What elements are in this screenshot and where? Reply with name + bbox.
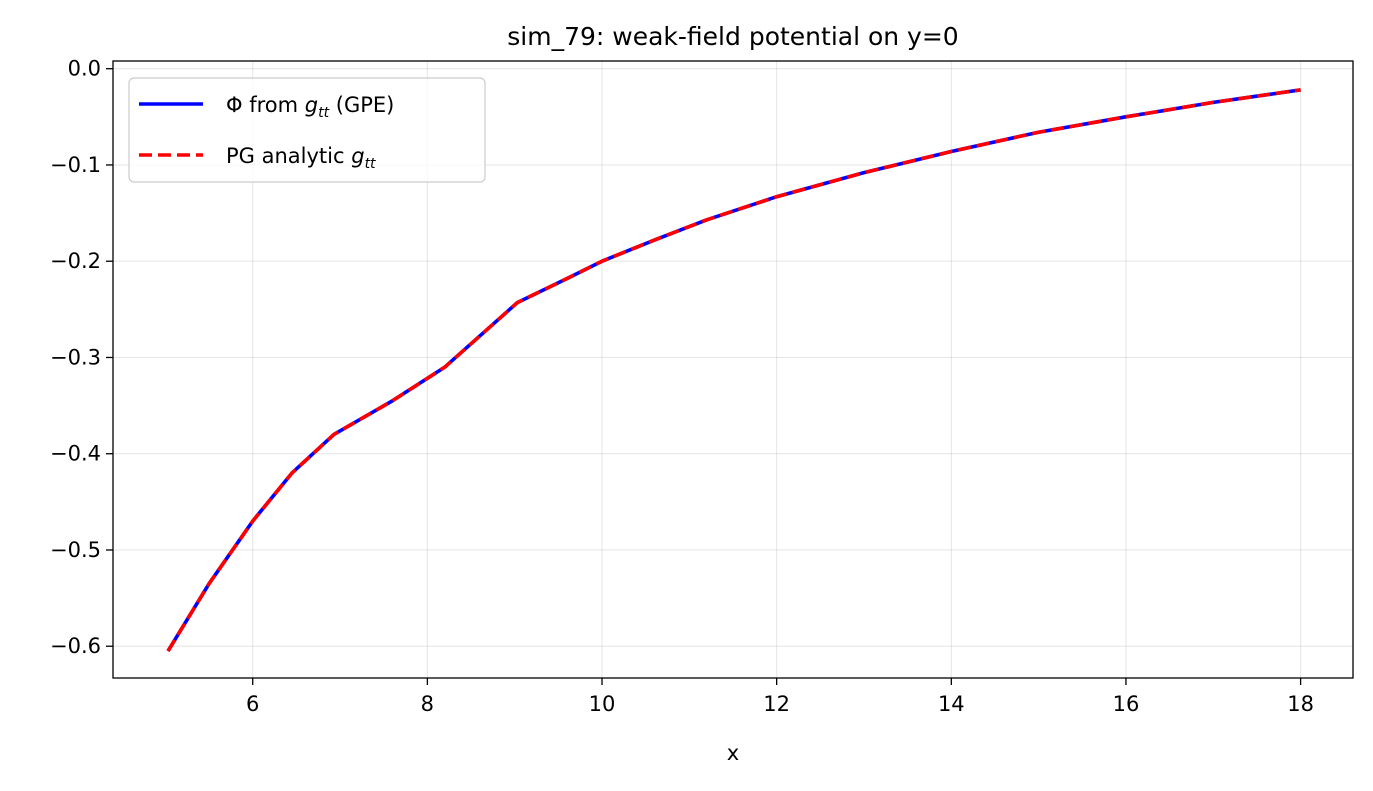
x-tick-label: 10 — [589, 692, 616, 716]
y-tick-label: −0.2 — [50, 249, 101, 273]
legend: Φ from gtt (GPE)PG analytic gtt — [128, 77, 486, 183]
x-tick-label: 14 — [938, 692, 965, 716]
legend-label-subscript: tt — [318, 105, 329, 121]
x-tick-label: 16 — [1113, 692, 1140, 716]
y-tick-label: −0.6 — [50, 634, 101, 658]
plot-frame — [112, 60, 1354, 679]
legend-label-symbol: g — [305, 93, 318, 117]
x-tick-label: 6 — [246, 692, 259, 716]
tick-layer: 6 8 10 12 14 16 18 0.0 −0.1 −0.2 −0.3 −0.4 −0.5 −0.6 — [50, 57, 1314, 716]
y-tick-label: −0.3 — [50, 345, 101, 369]
legend-label-0: Φ from gtt (GPE) — [226, 93, 394, 121]
legend-label-suffix: (GPE) — [329, 93, 394, 117]
legend-label-text: Φ from — [226, 93, 305, 117]
y-tick-label: −0.5 — [50, 538, 101, 562]
y-tick-label: −0.1 — [50, 153, 101, 177]
legend-label-symbol: g — [351, 144, 364, 168]
y-tick-label: 0.0 — [68, 57, 101, 81]
series-line-1 — [166, 88, 1301, 652]
legend-label-text: PG analytic — [226, 144, 351, 168]
x-tick-label: 8 — [421, 692, 434, 716]
x-axis-label: x — [727, 741, 739, 765]
legend-box — [128, 77, 486, 183]
x-tick-label: 18 — [1287, 692, 1314, 716]
x-tick-label: 12 — [763, 692, 790, 716]
legend-label-subscript: tt — [365, 156, 376, 172]
chart-title: sim_79: weak-field potential on y=0 — [507, 22, 958, 51]
y-tick-label: −0.4 — [50, 442, 101, 466]
legend-label-1: PG analytic gtt — [226, 144, 376, 172]
series-layer — [166, 88, 1301, 652]
